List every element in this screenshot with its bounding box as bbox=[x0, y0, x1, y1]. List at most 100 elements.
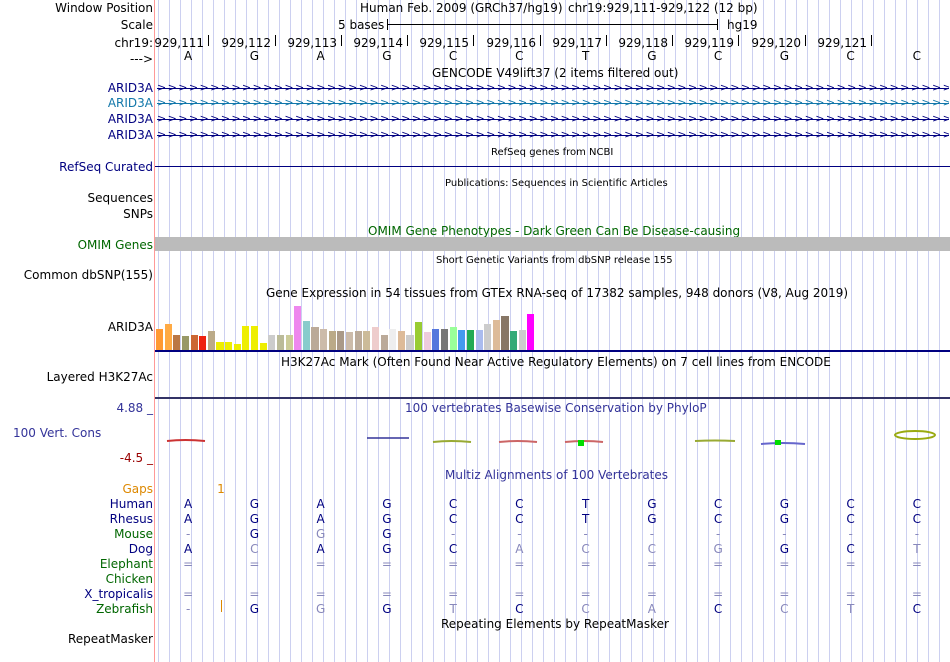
gtex-tissue-bar[interactable] bbox=[510, 331, 518, 350]
gtex-tissue-bar[interactable] bbox=[216, 342, 224, 350]
sequences-label[interactable]: Sequences bbox=[87, 191, 153, 205]
gtex-tissue-bar[interactable] bbox=[164, 324, 172, 350]
gencode-track-title[interactable]: GENCODE V49lift37 (2 items filtered out) bbox=[432, 66, 679, 80]
gencode-item-4-feature[interactable]: >>>>>>>>>>>>>>>>>>>>>>>>>>>>>>>>>>>>>>>>… bbox=[157, 130, 949, 140]
grid-line bbox=[697, 0, 698, 662]
ruler-tick bbox=[275, 35, 276, 46]
gtex-tissue-bar[interactable] bbox=[475, 330, 483, 350]
gtex-tissue-bar[interactable] bbox=[259, 343, 267, 350]
species-label-mouse[interactable]: Mouse bbox=[114, 527, 153, 541]
gtex-tissue-bar[interactable] bbox=[173, 335, 181, 350]
gtex-tissue-bar[interactable] bbox=[389, 329, 397, 350]
gtex-tissue-bar[interactable] bbox=[449, 327, 457, 350]
gtex-track-title[interactable]: Gene Expression in 54 tissues from GTEx … bbox=[266, 286, 849, 300]
alignment-base: = bbox=[183, 587, 194, 601]
refseq-track-title[interactable]: RefSeq genes from NCBI bbox=[491, 147, 614, 158]
gtex-tissue-bar[interactable] bbox=[397, 331, 405, 350]
refseq-label[interactable]: RefSeq Curated bbox=[59, 160, 153, 174]
gtex-tissue-bar[interactable] bbox=[432, 329, 440, 350]
repeatmasker-label[interactable]: RepeatMasker bbox=[67, 632, 153, 646]
gtex-tissue-bar[interactable] bbox=[294, 306, 302, 350]
gtex-tissue-bar[interactable] bbox=[415, 322, 423, 350]
omim-feature-bar[interactable] bbox=[155, 237, 950, 251]
conservation-label[interactable]: 100 Vert. Cons bbox=[13, 426, 102, 440]
gtex-tissue-bar[interactable] bbox=[337, 331, 345, 350]
position-range[interactable]: chr19:929,111-929,122 (12 bp) bbox=[568, 1, 758, 15]
h3k27ac-track-title[interactable]: H3K27Ac Mark (Often Found Near Active Re… bbox=[281, 355, 831, 369]
gtex-tissue-bar[interactable] bbox=[527, 314, 535, 350]
gtex-tissue-bar[interactable] bbox=[501, 316, 509, 350]
publications-track-title[interactable]: Publications: Sequences in Scientific Ar… bbox=[445, 178, 668, 189]
gtex-tissue-bar[interactable] bbox=[371, 327, 380, 350]
omim-track-title[interactable]: OMIM Gene Phenotypes - Dark Green Can Be… bbox=[368, 224, 741, 238]
h3k27ac-label[interactable]: Layered H3K27Ac bbox=[46, 370, 153, 384]
species-label-chicken[interactable]: Chicken bbox=[105, 572, 153, 586]
gtex-tissue-bar[interactable] bbox=[484, 324, 492, 350]
grid-line bbox=[224, 0, 225, 662]
gtex-tissue-bar[interactable] bbox=[406, 335, 414, 350]
gencode-item-2-label[interactable]: ARID3A bbox=[107, 96, 153, 110]
gtex-bar-chart[interactable] bbox=[156, 300, 536, 350]
conservation-plot[interactable] bbox=[155, 400, 950, 470]
species-label-x_tropicalis[interactable]: X_tropicalis bbox=[84, 587, 153, 601]
gtex-tissue-bar[interactable] bbox=[346, 332, 354, 350]
grid-line bbox=[906, 0, 907, 662]
gtex-tissue-bar[interactable] bbox=[242, 326, 250, 350]
dbsnp-label[interactable]: Common dbSNP(155) bbox=[23, 268, 153, 282]
alignment-base: G bbox=[249, 512, 260, 526]
species-label-zebrafish[interactable]: Zebrafish bbox=[96, 602, 153, 616]
gtex-label[interactable]: ARID3A bbox=[107, 320, 153, 334]
grid-line bbox=[840, 0, 841, 662]
species-label-dog[interactable]: Dog bbox=[128, 542, 153, 556]
gtex-tissue-bar[interactable] bbox=[441, 329, 449, 350]
gtex-tissue-bar[interactable] bbox=[285, 335, 293, 350]
conservation-track-title[interactable]: 100 vertebrates Basewise Conservation by… bbox=[405, 401, 707, 415]
reference-base: C bbox=[515, 49, 524, 63]
gtex-tissue-bar[interactable] bbox=[233, 344, 241, 350]
gencode-item-1-feature[interactable]: >>>>>>>>>>>>>>>>>>>>>>>>>>>>>>>>>>>>>>>>… bbox=[157, 83, 949, 93]
multiz-track-title[interactable]: Multiz Alignments of 100 Vertebrates bbox=[445, 468, 669, 482]
gaps-label[interactable]: Gaps bbox=[122, 482, 153, 496]
gtex-tissue-bar[interactable] bbox=[458, 330, 466, 350]
species-label-elephant[interactable]: Elephant bbox=[99, 557, 153, 571]
gencode-item-1-label[interactable]: ARID3A bbox=[107, 81, 153, 95]
alignment-base: C bbox=[250, 542, 259, 556]
gtex-tissue-bar[interactable] bbox=[328, 331, 336, 350]
gtex-tissue-bar[interactable] bbox=[190, 335, 198, 350]
gencode-item-2-feature[interactable]: >>>>>>>>>>>>>>>>>>>>>>>>>>>>>>>>>>>>>>>>… bbox=[157, 98, 949, 108]
gtex-tissue-bar[interactable] bbox=[181, 336, 190, 350]
gencode-item-3-feature[interactable]: >>>>>>>>>>>>>>>>>>>>>>>>>>>>>>>>>>>>>>>>… bbox=[157, 114, 949, 124]
repeatmasker-track-title[interactable]: Repeating Elements by RepeatMasker bbox=[441, 617, 669, 631]
gtex-tissue-bar[interactable] bbox=[225, 342, 233, 350]
gtex-tissue-bar[interactable] bbox=[156, 329, 164, 350]
gencode-item-3-label[interactable]: ARID3A bbox=[107, 112, 153, 126]
window-position-label: Window Position bbox=[55, 1, 153, 15]
gtex-tissue-bar[interactable] bbox=[492, 320, 500, 350]
gtex-tissue-bar[interactable] bbox=[354, 331, 362, 350]
grid-line bbox=[917, 0, 918, 662]
snps-label[interactable]: SNPs bbox=[123, 207, 153, 221]
gtex-tissue-bar[interactable] bbox=[423, 332, 431, 350]
gtex-tissue-bar[interactable] bbox=[199, 336, 207, 350]
gtex-tissue-bar[interactable] bbox=[207, 331, 215, 350]
refseq-feature-line[interactable] bbox=[155, 166, 950, 167]
gtex-tissue-bar[interactable] bbox=[268, 335, 276, 350]
ruler-tick bbox=[341, 35, 342, 46]
ruler-tick bbox=[606, 35, 607, 46]
gtex-tissue-bar[interactable] bbox=[276, 335, 285, 350]
omim-label[interactable]: OMIM Genes bbox=[77, 238, 153, 252]
dbsnp-track-title[interactable]: Short Genetic Variants from dbSNP releas… bbox=[436, 255, 673, 266]
gtex-tissue-bar[interactable] bbox=[320, 329, 328, 350]
gtex-tissue-bar[interactable] bbox=[380, 335, 388, 350]
gtex-tissue-bar[interactable] bbox=[251, 326, 259, 350]
gtex-tissue-bar[interactable] bbox=[311, 327, 319, 350]
species-label-human[interactable]: Human bbox=[109, 497, 153, 511]
gtex-tissue-bar[interactable] bbox=[518, 330, 526, 350]
gtex-tissue-bar[interactable] bbox=[302, 321, 310, 350]
gencode-item-4-label[interactable]: ARID3A bbox=[107, 128, 153, 142]
gtex-tissue-bar[interactable] bbox=[363, 331, 371, 350]
grid-line bbox=[664, 0, 665, 662]
gtex-tissue-bar[interactable] bbox=[466, 330, 475, 350]
species-label-rhesus[interactable]: Rhesus bbox=[109, 512, 153, 526]
alignment-base: A bbox=[647, 602, 656, 616]
